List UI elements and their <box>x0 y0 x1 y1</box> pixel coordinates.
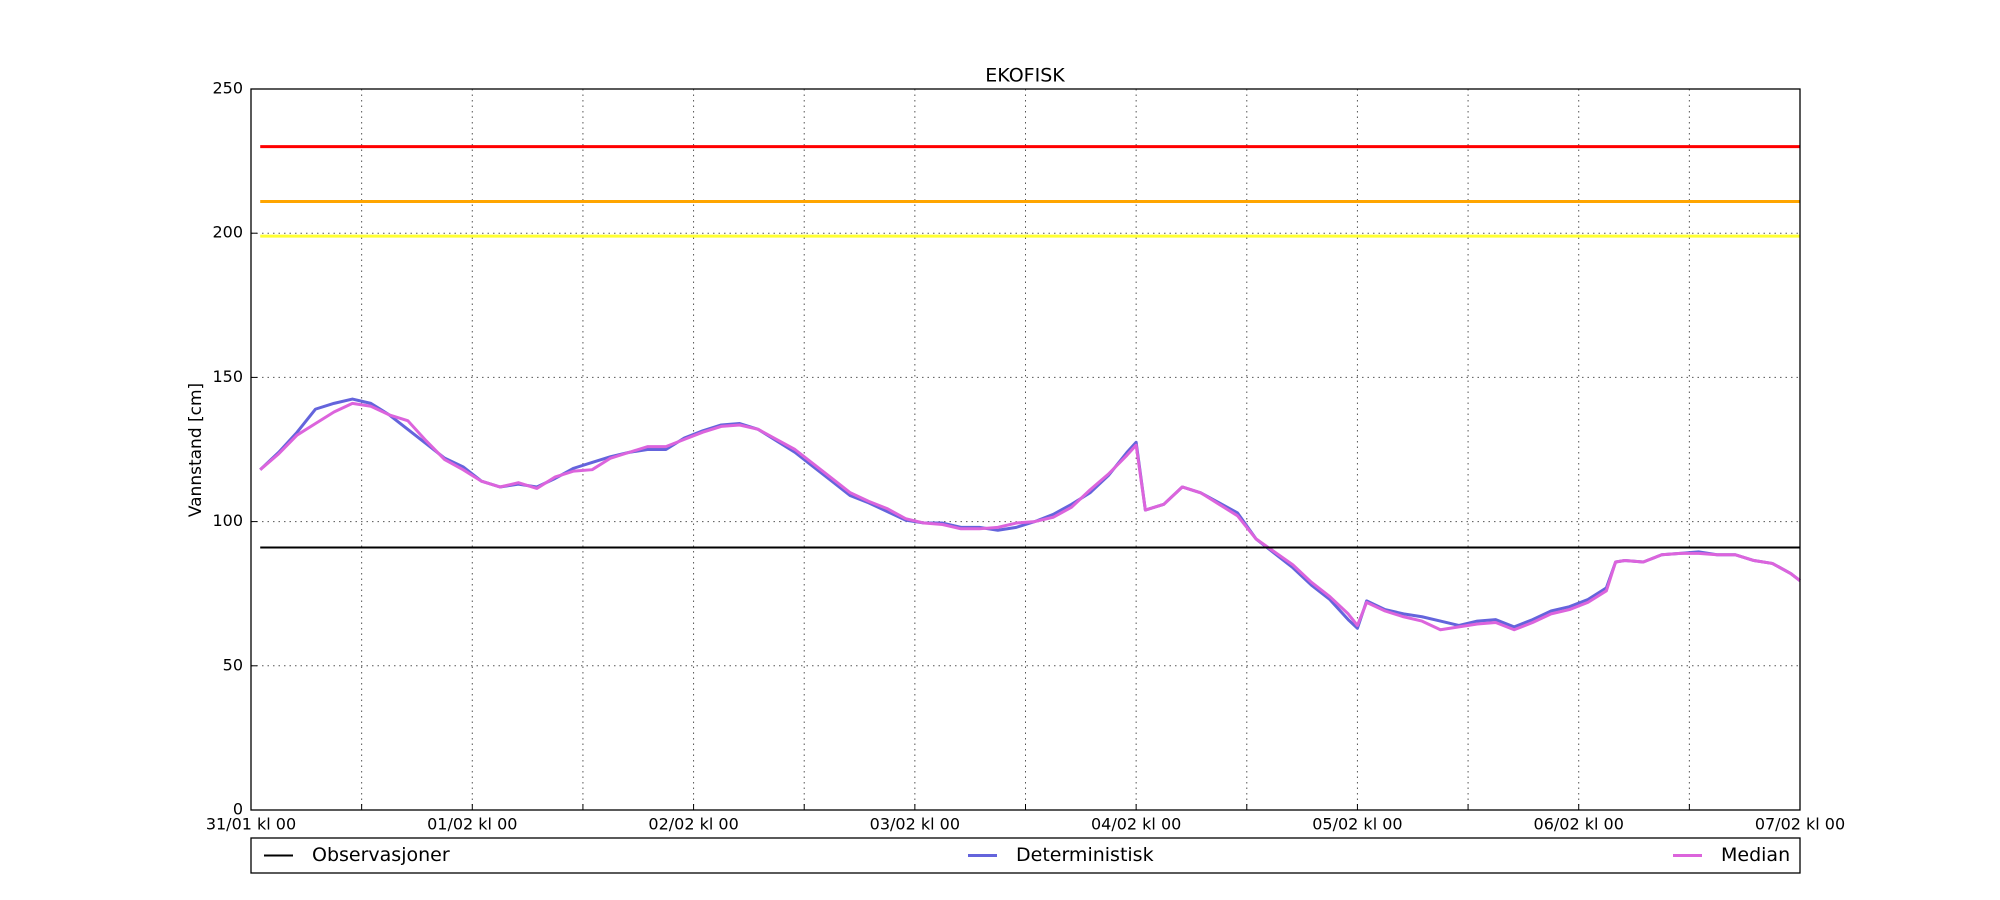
x-tick-label: 03/02 kl 00 <box>870 815 960 834</box>
x-tick-label: 04/02 kl 00 <box>1091 815 1181 834</box>
series-line <box>259 397 1801 630</box>
legend-label: Observasjoner <box>312 844 450 866</box>
y-tick-label: 0 <box>233 800 243 819</box>
chart-title: EKOFISK <box>985 65 1065 87</box>
y-tick-label: 200 <box>212 223 243 242</box>
y-tick-label: 250 <box>212 79 243 98</box>
x-tick-label: 06/02 kl 00 <box>1534 815 1624 834</box>
x-tick-label: 05/02 kl 00 <box>1312 815 1402 834</box>
plot-frame <box>250 88 1801 811</box>
series-line <box>259 401 1801 632</box>
legend-label: Deterministisk <box>1016 844 1154 866</box>
y-tick-label: 100 <box>212 511 243 530</box>
x-tick-label: 07/02 kl 00 <box>1755 815 1845 834</box>
y-tick-label: 50 <box>223 655 243 674</box>
x-tick-label: 31/01 kl 00 <box>206 815 296 834</box>
x-tick-label: 01/02 kl 00 <box>427 815 517 834</box>
legend-label: Median <box>1721 844 1790 866</box>
y-tick-label: 150 <box>212 367 243 386</box>
x-tick-label: 02/02 kl 00 <box>648 815 738 834</box>
legend-box <box>250 837 1801 874</box>
y-axis-label: Vannstand [cm] <box>186 383 206 517</box>
